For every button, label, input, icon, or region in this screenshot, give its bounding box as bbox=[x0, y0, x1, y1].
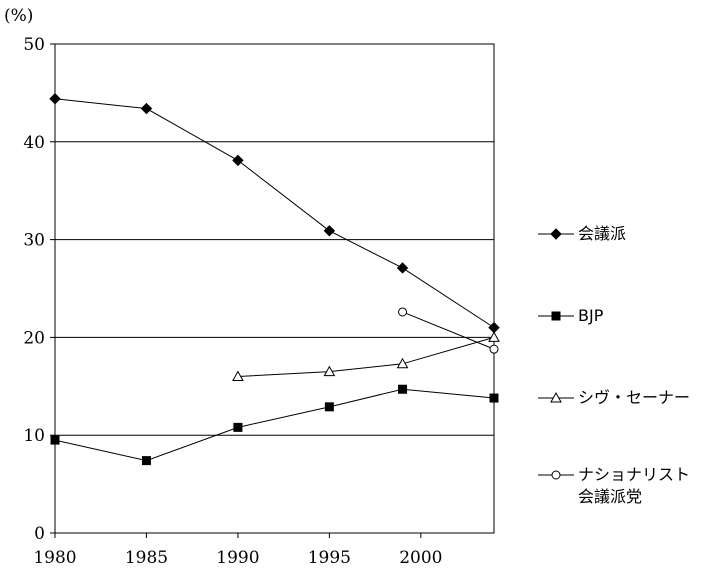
data-point bbox=[50, 435, 60, 445]
legend-item: BJP bbox=[538, 305, 603, 327]
legend-label: BJP bbox=[578, 306, 604, 325]
data-point bbox=[49, 93, 61, 105]
y-axis-unit-label: (%) bbox=[4, 6, 33, 26]
legend-swatch bbox=[538, 391, 574, 403]
data-point bbox=[396, 357, 409, 369]
gridlines bbox=[55, 141, 494, 436]
y-tick-label: 40 bbox=[23, 133, 45, 153]
x-tick-label: 1990 bbox=[216, 548, 259, 568]
series-line bbox=[402, 311, 495, 350]
data-point bbox=[489, 344, 499, 354]
x-tick-label: 1980 bbox=[33, 548, 76, 568]
series-2 bbox=[50, 384, 499, 466]
data-point bbox=[232, 154, 244, 167]
data-point bbox=[489, 393, 499, 403]
y-tick-label: 50 bbox=[23, 35, 45, 55]
legend-swatch bbox=[538, 470, 574, 480]
data-point bbox=[324, 402, 334, 412]
legend-marker bbox=[551, 470, 561, 480]
x-tick-label: 1995 bbox=[308, 548, 351, 568]
legend-label: ナショナリスト会議派党 bbox=[578, 465, 691, 506]
legend-marker bbox=[550, 228, 562, 240]
series-line bbox=[237, 336, 495, 378]
legend-marker bbox=[551, 311, 561, 321]
y-axis: 0 10 20 30 40 50 bbox=[23, 35, 55, 544]
data-point bbox=[232, 370, 244, 382]
legend-marker bbox=[550, 391, 562, 403]
y-tick-label: 0 bbox=[34, 524, 45, 544]
plot-area bbox=[54, 43, 495, 534]
series-3 bbox=[232, 331, 500, 382]
legend-swatch bbox=[538, 311, 574, 321]
data-point bbox=[140, 102, 153, 115]
x-axis: 1980 1985 1990 1995 2000 bbox=[33, 533, 442, 568]
data-point bbox=[488, 331, 500, 342]
data-point bbox=[396, 262, 409, 274]
data-point bbox=[323, 225, 336, 237]
legend-item: 会議派 bbox=[538, 223, 626, 245]
legend-item: ナショナリスト会議派党 bbox=[538, 464, 694, 508]
series-line bbox=[54, 98, 495, 329]
legend-item: シヴ・セーナー bbox=[538, 387, 694, 409]
data-point bbox=[398, 384, 408, 394]
legend-swatch bbox=[538, 228, 574, 240]
legend-label: シヴ・セーナー bbox=[578, 388, 691, 407]
data-point bbox=[398, 307, 408, 317]
data-point bbox=[141, 456, 151, 466]
x-tick-label: 1985 bbox=[125, 548, 168, 568]
legend-label: 会議派 bbox=[578, 224, 627, 243]
data-point bbox=[488, 321, 500, 334]
series-layer bbox=[49, 93, 500, 466]
data-point bbox=[233, 422, 243, 432]
series-line bbox=[54, 388, 495, 462]
x-tick-label: 2000 bbox=[399, 548, 442, 568]
series-4 bbox=[398, 307, 499, 354]
data-point bbox=[323, 365, 336, 377]
y-tick-label: 30 bbox=[23, 231, 45, 251]
series-1 bbox=[49, 93, 500, 334]
y-tick-label: 10 bbox=[23, 426, 45, 446]
y-tick-label: 20 bbox=[23, 328, 45, 348]
